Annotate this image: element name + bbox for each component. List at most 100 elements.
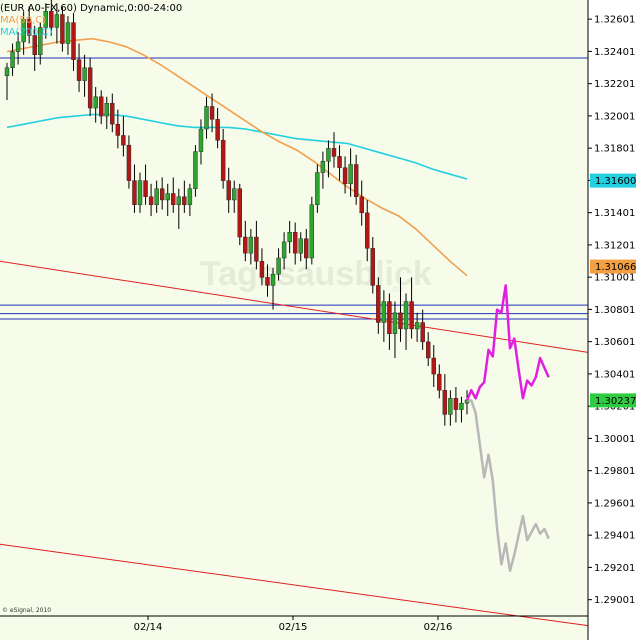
candle-body <box>409 301 414 330</box>
price-badge-label: 1.316008 <box>595 176 636 187</box>
candle-body <box>148 196 154 205</box>
price-badge-label: 1.302375 <box>595 396 636 407</box>
watermark-sub: .de <box>390 284 403 294</box>
candle-body <box>76 59 82 81</box>
price-tick-label: 1.326013 <box>594 15 636 26</box>
price-tick-label: 1.310013 <box>594 273 636 284</box>
candle-body <box>176 196 182 205</box>
candle-body <box>348 164 353 185</box>
price-tick-label: 1.320013 <box>594 111 636 122</box>
candle-body <box>143 180 148 197</box>
ma200-label: MA(200,C) <box>0 27 53 38</box>
candle-body <box>87 67 93 109</box>
candle-body <box>376 285 381 323</box>
candle-body <box>154 188 159 205</box>
candle-body <box>265 277 270 286</box>
candlesticks-layer <box>4 0 470 426</box>
price-badge <box>590 173 636 188</box>
price-tick-label: 1.294013 <box>594 531 636 542</box>
candle-body <box>287 232 292 243</box>
candle-body <box>237 188 242 238</box>
price-tick-label: 1.300013 <box>594 434 636 445</box>
time-tick-label: 02/15 <box>279 622 308 633</box>
candle-body <box>104 103 109 117</box>
price-tick-label: 1.324013 <box>594 47 636 58</box>
candle-body <box>220 140 226 181</box>
moving-averages-layer <box>6 37 468 277</box>
price-tick-label: 1.292013 <box>594 563 636 574</box>
candle-body <box>309 204 315 259</box>
forecast-up-path <box>465 284 550 401</box>
candle-body <box>365 212 370 249</box>
plot-background <box>0 0 588 640</box>
candle-body <box>38 27 43 56</box>
candle-body <box>387 301 392 335</box>
price-tick-label: 1.308013 <box>594 305 636 316</box>
candle-body <box>392 312 398 335</box>
candle-body <box>298 238 303 254</box>
candle-body <box>165 193 170 201</box>
candle-body <box>82 67 87 81</box>
candle-body <box>110 103 115 125</box>
candle-body <box>4 67 10 76</box>
time-tick-label: 02/14 <box>134 622 163 633</box>
price-badge <box>590 393 636 408</box>
price-tick-label: 1.314013 <box>594 208 636 219</box>
candle-body <box>431 357 436 375</box>
candle-body <box>215 119 220 141</box>
candle-body <box>26 19 32 36</box>
candle-body <box>448 398 453 415</box>
candle-body <box>453 398 459 410</box>
candle-body <box>337 156 342 168</box>
channel-line <box>0 260 589 353</box>
candle-body <box>65 22 71 44</box>
candle-body <box>381 301 387 323</box>
candle-body <box>71 22 76 60</box>
price-badges: 1.316008 1.310665 1.302375 <box>590 173 636 408</box>
candle-body <box>331 148 337 157</box>
candle-body <box>270 273 276 286</box>
price-badge <box>590 259 636 274</box>
price-axis: 1.326013 1.324013 1.322013 1.320013 1.318013… <box>588 15 636 606</box>
candle-body <box>426 341 431 359</box>
ma200-line <box>6 113 468 180</box>
candle-body <box>370 248 375 286</box>
candle-body <box>442 390 448 415</box>
price-tick-label: 1.318013 <box>594 144 636 155</box>
candle-body <box>259 261 265 278</box>
candle-body <box>326 148 331 162</box>
candle-body <box>182 196 187 205</box>
level-lines-layer <box>0 57 589 627</box>
candle-body <box>398 312 403 330</box>
copyright-text: © eSignal, 2010 <box>2 607 51 614</box>
candle-body <box>187 188 193 205</box>
candle-body <box>60 14 65 44</box>
price-tick-label: 1.298013 <box>594 466 636 477</box>
candle-body <box>32 35 37 56</box>
time-axis: 02/14 02/15 02/16 <box>134 616 452 633</box>
price-axis-background <box>588 0 636 640</box>
candle-body <box>159 188 165 201</box>
candle-body <box>254 236 259 262</box>
candle-body <box>204 106 209 130</box>
candle-body <box>49 11 54 28</box>
candle-body <box>342 167 348 185</box>
candle-body <box>126 144 132 181</box>
ma50-line <box>6 37 468 277</box>
candle-body <box>248 236 254 254</box>
candle-body <box>243 236 248 254</box>
candle-body <box>403 301 409 330</box>
candle-body <box>209 106 215 120</box>
candle-body <box>21 19 26 43</box>
chart-title: (EUR A0-FX,60) Dynamic,0:00-24:00 <box>0 3 182 14</box>
price-tick-label: 1.306013 <box>594 337 636 348</box>
price-tick-label: 1.290013 <box>594 595 636 606</box>
candle-body <box>198 128 204 152</box>
candle-body <box>420 322 425 343</box>
candle-body <box>304 238 309 259</box>
candle-body <box>43 11 48 28</box>
candle-body <box>54 14 60 28</box>
forecast-layer <box>465 284 550 573</box>
candle-body <box>171 193 176 205</box>
